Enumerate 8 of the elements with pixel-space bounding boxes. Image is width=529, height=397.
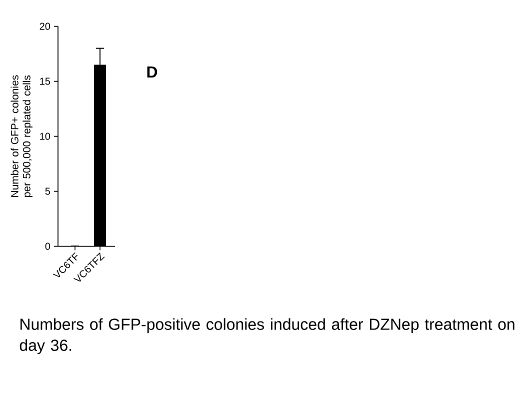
y-tick-label: 10 <box>40 132 50 140</box>
y-tick-label: 20 <box>40 22 50 30</box>
text: Numbers of GFP-positive colonies induced after DZNep treatment on day 36. <box>20 318 514 354</box>
y-tick-label: 15 <box>40 78 50 85</box>
y-tick-label: 5 <box>45 188 50 195</box>
y-tick-label: 0 <box>45 242 50 250</box>
text: D <box>147 66 158 78</box>
y-axis-title: Number of GFP+ colonies per 500,000 replated cells <box>10 75 32 197</box>
